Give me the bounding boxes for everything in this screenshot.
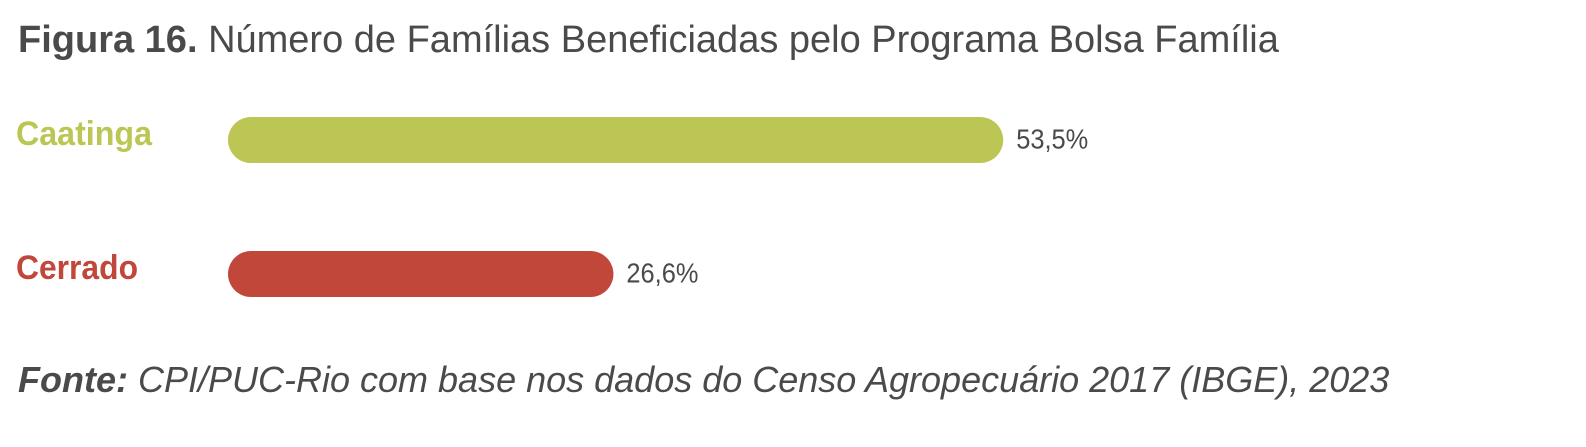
source: Fonte: CPI/PUC-Rio com base nos dados do… [18, 359, 1389, 400]
bar [228, 251, 614, 297]
value-label: 53,5% [1016, 123, 1088, 154]
source-text: CPI/PUC-Rio com base nos dados do Censo … [138, 359, 1389, 400]
bar [228, 117, 1004, 163]
value-label: 26,6% [626, 257, 698, 288]
category-label: Caatinga [16, 115, 153, 153]
category-label: Cerrado [16, 249, 138, 287]
title-label: Figura 16. [18, 19, 198, 61]
title-text: Número de Famílias Beneficiadas pelo Pro… [208, 19, 1280, 61]
source-label: Fonte: [18, 359, 128, 400]
chart-title: Figura 16. Número de Famílias Beneficiad… [18, 19, 1280, 61]
